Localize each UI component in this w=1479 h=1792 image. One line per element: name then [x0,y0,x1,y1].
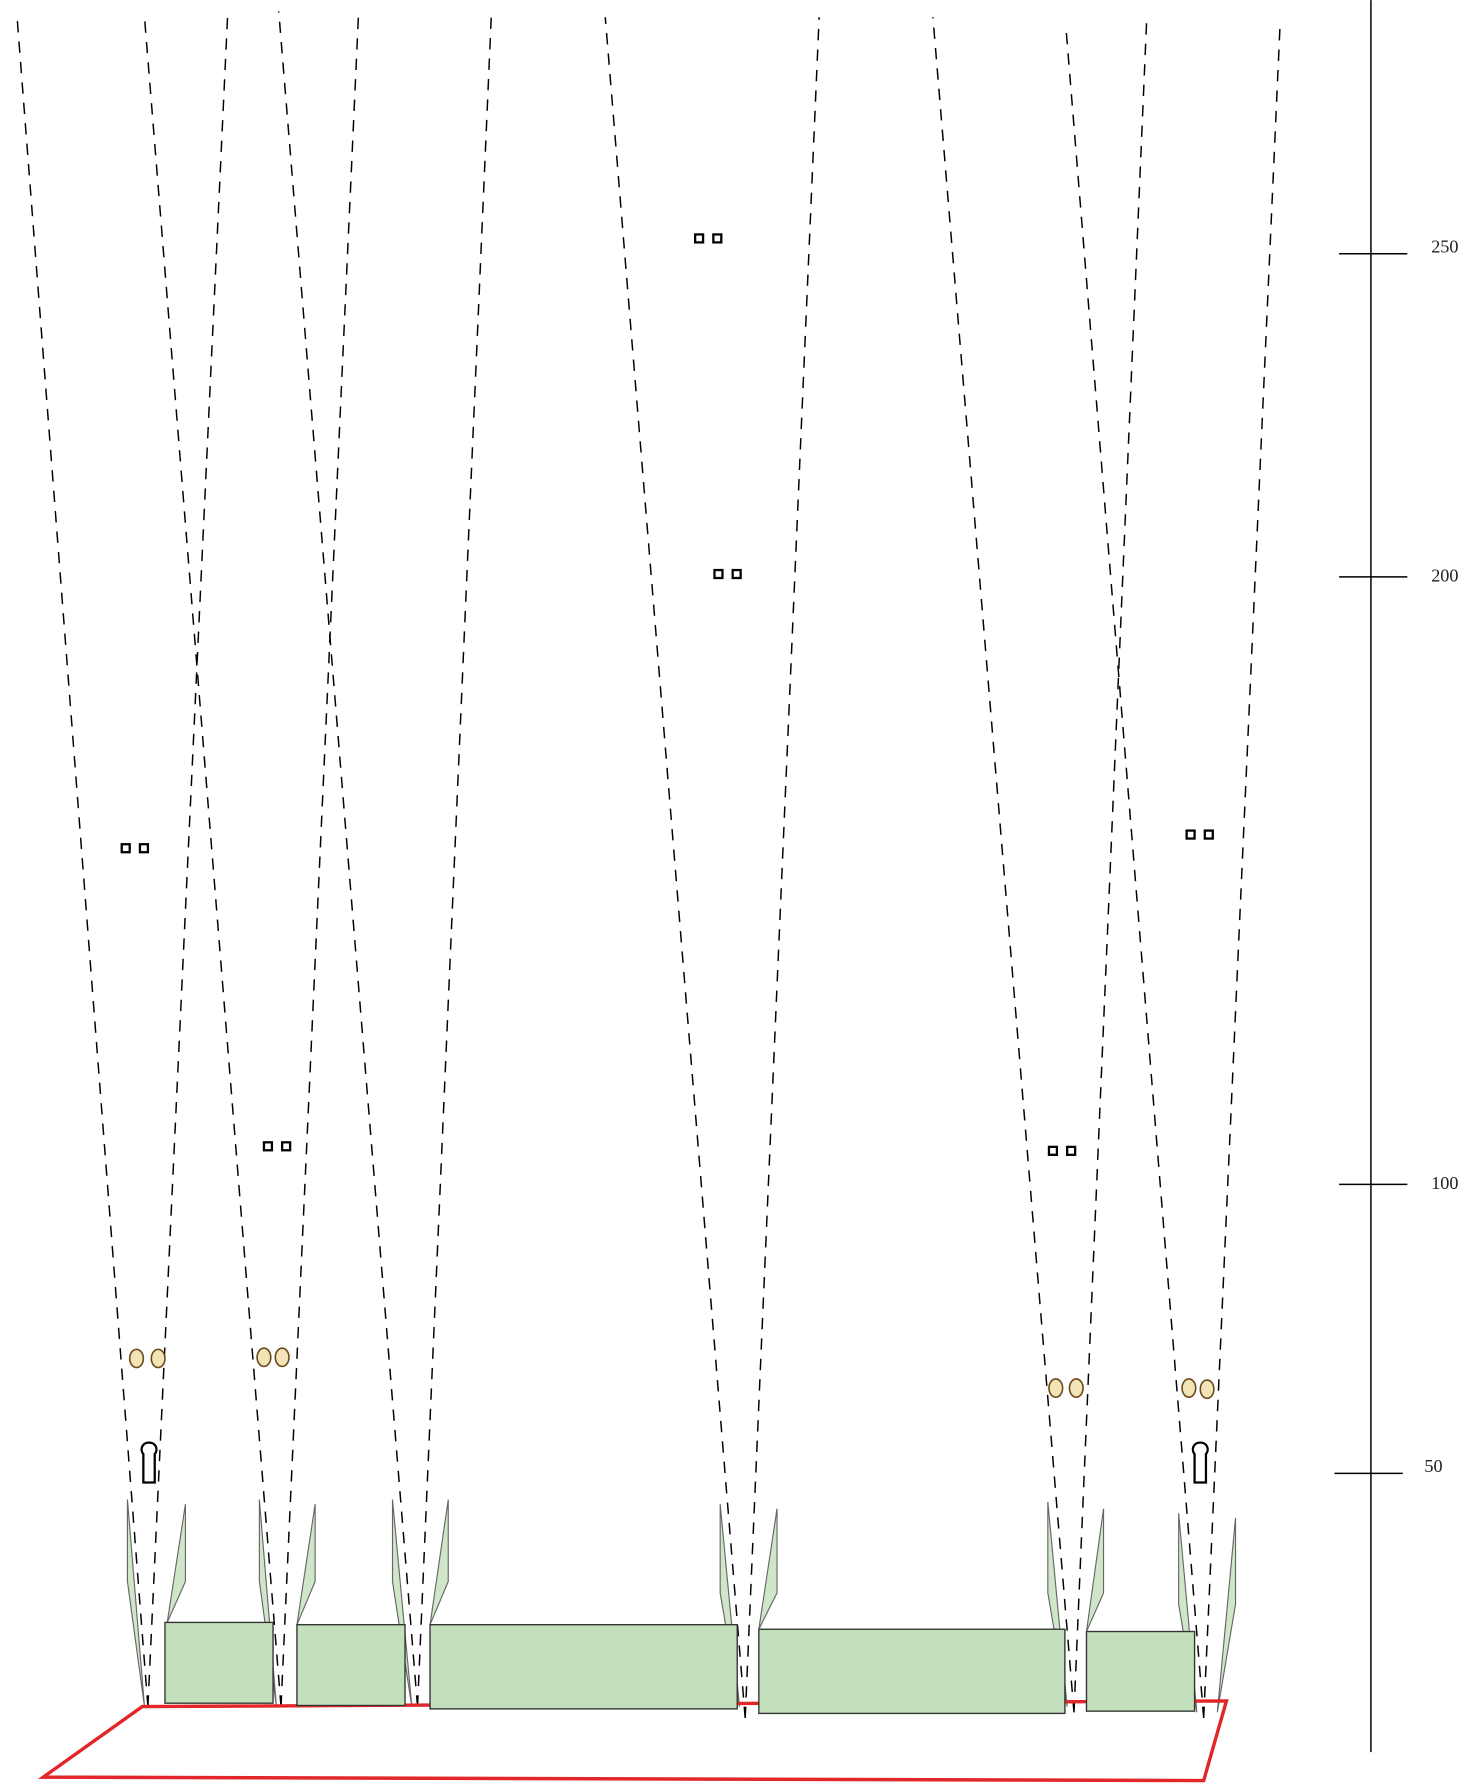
scale: 250 200 100 50 [1334,0,1458,1753]
keyholes [140,1441,1209,1484]
scale-label: 100 [1431,1173,1458,1193]
scale-label: 250 [1431,237,1458,257]
scale-label: 200 [1431,565,1458,585]
eyes [128,1347,1215,1400]
markers [120,233,1214,1156]
buildings [164,1621,1196,1715]
view-cones [16,11,1281,1719]
scale-label: 50 [1424,1456,1442,1476]
